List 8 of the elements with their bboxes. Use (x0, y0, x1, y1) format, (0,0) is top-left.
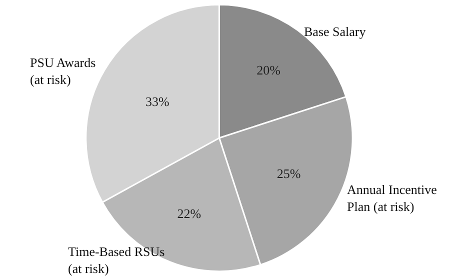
slice-label: Base Salary (304, 24, 366, 39)
data-label: 22% (177, 206, 202, 222)
data-label: 25% (276, 166, 301, 181)
slice-label: PSU Awards (at risk) (30, 55, 96, 87)
data-label: 33% (146, 94, 170, 110)
slice-label: Time-Based RSUs (at risk) (68, 244, 165, 276)
data-label: 20% (256, 62, 281, 78)
slice-label: Annual Incentive Plan (at risk) (347, 182, 438, 214)
